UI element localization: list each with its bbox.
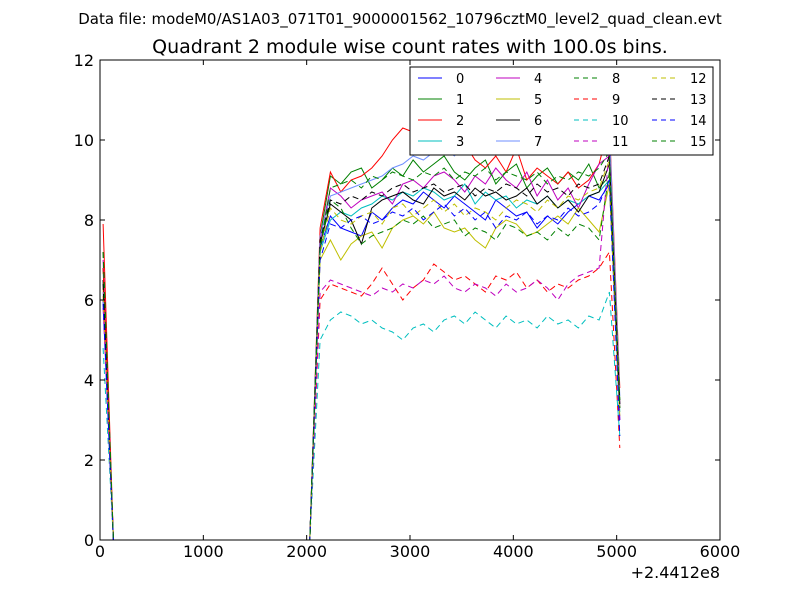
series-line-7 [102, 119, 621, 540]
plot-area [102, 119, 621, 540]
series-line-9 [102, 250, 621, 540]
y-tick-label: 12 [74, 51, 94, 70]
series-line-6 [102, 163, 621, 540]
series-line-0 [102, 182, 621, 540]
legend-label-9: 9 [612, 93, 620, 108]
legend-label-13: 13 [690, 93, 707, 108]
series-line-1 [102, 155, 621, 540]
legend-label-1: 1 [456, 93, 464, 108]
legend-label-12: 12 [690, 72, 707, 87]
y-tick-label: 4 [84, 371, 94, 390]
x-tick-label: 4000 [493, 542, 534, 561]
y-tick-label: 2 [84, 451, 94, 470]
legend-label-2: 2 [456, 114, 464, 129]
legend-label-8: 8 [612, 72, 620, 87]
series-line-13 [102, 155, 621, 540]
legend-label-6: 6 [534, 114, 542, 129]
chart-suptitle: Data file: modeM0/AS1A03_071T01_90000015… [78, 10, 722, 29]
series-line-12 [102, 159, 621, 540]
y-tick-label: 0 [84, 531, 94, 550]
legend-label-15: 15 [690, 135, 707, 150]
legend-label-0: 0 [456, 72, 464, 87]
y-tick-label: 8 [84, 211, 94, 230]
series-line-2 [102, 123, 621, 540]
x-tick-label: 3000 [390, 542, 431, 561]
series-line-11 [102, 147, 621, 540]
x-tick-label: 6000 [700, 542, 741, 561]
legend-label-4: 4 [534, 72, 542, 87]
series-line-15 [102, 150, 621, 540]
x-tick-label: 1000 [183, 542, 224, 561]
series-line-8 [102, 171, 621, 540]
legend-label-7: 7 [534, 135, 542, 150]
series-line-10 [102, 291, 621, 540]
x-tick-label: 0 [95, 542, 105, 561]
series-line-3 [102, 178, 621, 540]
x-axis-offset-label: +2.4412e8 [631, 563, 720, 582]
chart-title: Quadrant 2 module wise count rates with … [152, 36, 668, 58]
legend-label-10: 10 [612, 114, 629, 129]
x-tick-label: 5000 [596, 542, 637, 561]
legend-label-11: 11 [612, 135, 629, 150]
legend-box [409, 66, 714, 156]
y-tick-label: 6 [84, 291, 94, 310]
y-tick-label: 10 [74, 131, 94, 150]
legend-label-3: 3 [456, 135, 464, 150]
x-tick-label: 2000 [286, 542, 327, 561]
series-line-4 [102, 155, 621, 540]
series-line-5 [102, 183, 621, 540]
series-line-14 [102, 179, 621, 540]
legend-label-14: 14 [690, 114, 707, 129]
legend-label-5: 5 [534, 93, 542, 108]
